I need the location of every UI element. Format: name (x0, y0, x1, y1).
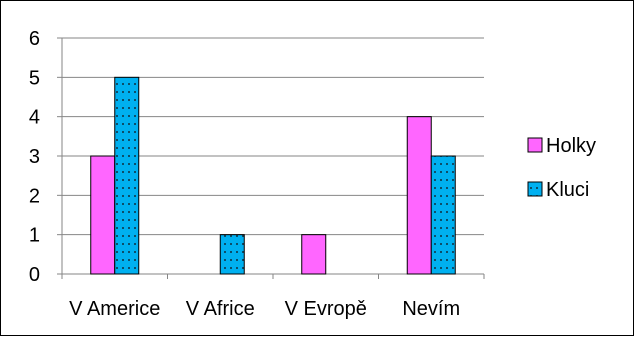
x-tick-label: Nevím (402, 298, 460, 320)
axes (57, 37, 485, 279)
x-tick-labels: V Americe V Africe V Evropě Nevím (69, 298, 460, 320)
y-tick-label: 2 (29, 185, 40, 207)
y-tick-label: 4 (29, 107, 40, 129)
y-tick-label: 6 (29, 28, 40, 50)
bar-kluci-3 (430, 155, 456, 275)
bar-holky-3 (406, 116, 432, 275)
legend-label-kluci: Kluci (546, 179, 589, 201)
legend-swatch-holky (527, 137, 543, 153)
bar-holky-0 (90, 155, 116, 275)
x-tick-label: V Evropě (285, 298, 367, 320)
y-tick-label: 5 (29, 67, 40, 89)
bar-kluci-1 (219, 234, 245, 275)
legend-label-holky: Holky (546, 135, 596, 157)
y-tick-label: 0 (29, 264, 40, 286)
x-tick-label: V Africe (186, 298, 255, 320)
y-tick-labels: 0 1 2 3 4 5 6 (29, 28, 40, 286)
y-tick-label: 3 (29, 146, 40, 168)
bar-holky-2 (301, 234, 327, 275)
legend: Holky Kluci (527, 135, 596, 201)
x-tick-label: V Americe (69, 298, 160, 320)
legend-swatch-kluci (527, 181, 543, 197)
bars (90, 76, 456, 275)
bar-kluci-0 (114, 76, 140, 275)
y-tick-label: 1 (29, 225, 40, 247)
